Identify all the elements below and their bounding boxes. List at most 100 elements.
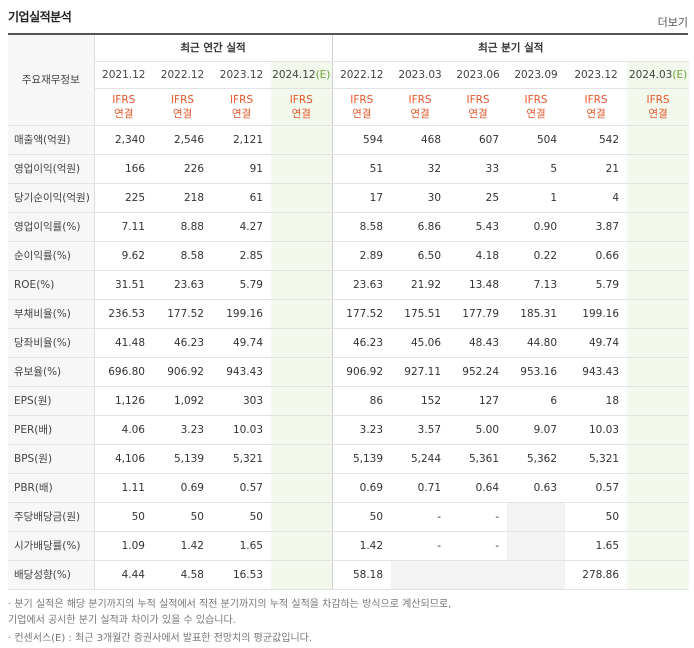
quarter-value-cell: 468 (391, 125, 450, 155)
quarter-value-cell: 30 (391, 183, 450, 213)
quarter-value-cell: 1.65 (565, 531, 628, 561)
basis-scope: 연결 (172, 108, 193, 120)
basis-scope: 연결 (231, 108, 252, 120)
basis-scope: 연결 (352, 108, 372, 120)
annual-value-cell: 91 (212, 154, 271, 184)
quarter-value-cell: 607 (449, 125, 508, 155)
quarter-value-cell: 17 (332, 183, 392, 213)
annual-value-cell: 9.62 (94, 241, 153, 271)
quarter-value-cell: 952.24 (449, 357, 508, 387)
annual-period-header: 2021.12 (94, 61, 153, 89)
period-header-row: 2021.12 2022.12 2023.12 2024.12(E) 2022.12 20… (8, 61, 690, 89)
quarter-value-cell (507, 560, 566, 590)
quarter-period-header: 2023.03 (391, 61, 450, 89)
basis-scope: 연결 (114, 108, 134, 120)
basis-scope: 연결 (526, 108, 546, 120)
annual-value-cell: 61 (212, 183, 271, 213)
annual-value-cell: 696.80 (94, 357, 153, 387)
annual-value-cell: 177.52 (153, 299, 212, 329)
quarter-value-cell: 13.48 (449, 270, 508, 300)
annual-value-cell: 303 (212, 386, 271, 416)
table-row: 시가배당률(%) 1.09 1.42 1.65 1.42- -1.65 (8, 531, 690, 561)
basis-standard: IFRS (524, 94, 548, 106)
basis-scope: 연결 (586, 108, 606, 120)
financial-table: 주요재무정보 최근 연간 실적 최근 분기 실적 2021.12 2022.12 2023… (8, 35, 690, 590)
annual-value-cell: 2,121 (212, 125, 271, 155)
annual-value-cell: 31.51 (94, 270, 153, 300)
basis-header: IFRS 연결 (212, 88, 271, 126)
quarter-value-cell (627, 444, 690, 474)
annual-value-cell (271, 241, 333, 271)
quarter-value-cell: - (449, 531, 508, 561)
basis-standard: IFRS (289, 94, 313, 106)
quarter-value-cell: 33 (449, 154, 508, 184)
table-row: 주당배당금(원) 50 50 50 50- -50 (8, 502, 690, 532)
quarter-value-cell (627, 328, 690, 358)
annual-value-cell (271, 502, 333, 532)
quarter-value-cell: 199.16 (565, 299, 628, 329)
row-label: PBR(배) (8, 473, 95, 503)
note-line-3: · 컨센서스(E) : 최근 3개월간 증권사에서 발표한 전망치의 평균값입니… (8, 633, 313, 644)
row-label: ROE(%) (8, 270, 95, 300)
annual-value-cell: 41.48 (94, 328, 153, 358)
quarter-value-cell: 25 (449, 183, 508, 213)
annual-value-cell: 10.03 (212, 415, 271, 445)
quarter-period-header: 2023.09 (507, 61, 566, 89)
basis-header-row: IFRS 연결 IFRS 연결 IFRS 연결 IFRS 연결 IFRS 연결 IFRS 연결 IFRS… (8, 88, 690, 126)
quarter-value-cell (627, 560, 690, 590)
basis-standard: IFRS (408, 94, 432, 106)
quarter-value-cell: 594 (332, 125, 392, 155)
quarter-value-cell (627, 125, 690, 155)
section-title: 기업실적분석 (8, 10, 72, 24)
row-label: BPS(원) (8, 444, 95, 474)
annual-value-cell: 46.23 (153, 328, 212, 358)
quarter-value-cell: 44.80 (507, 328, 566, 358)
quarter-value-cell: 50 (565, 502, 628, 532)
basis-header: IFRS 연결 (94, 88, 153, 126)
annual-value-cell (271, 299, 333, 329)
quarter-value-cell: 504 (507, 125, 566, 155)
quarter-value-cell (507, 502, 566, 532)
annual-value-cell: 1.09 (94, 531, 153, 561)
header-divider (8, 33, 688, 35)
annual-value-cell: 4.06 (94, 415, 153, 445)
basis-header: IFRS 연결 (271, 88, 333, 126)
quarter-value-cell: 278.86 (565, 560, 628, 590)
row-label: 시가배당률(%) (8, 531, 95, 561)
annual-value-cell: 166 (94, 154, 153, 184)
more-link[interactable]: 더보기 (657, 16, 688, 29)
quarter-value-cell: 177.52 (332, 299, 392, 329)
quarter-value-cell: 6 (507, 386, 566, 416)
quarter-value-cell: 0.90 (507, 212, 566, 242)
basis-standard: IFRS (350, 94, 374, 106)
annual-value-cell (271, 415, 333, 445)
quarter-value-cell: 9.07 (507, 415, 566, 445)
annual-period-header: 2023.12 (212, 61, 271, 89)
annual-value-cell: 943.43 (212, 357, 271, 387)
quarter-value-cell: 4 (565, 183, 628, 213)
quarter-value-cell: 6.86 (391, 212, 450, 242)
quarter-value-cell: 32 (391, 154, 450, 184)
annual-value-cell (271, 212, 333, 242)
quarter-value-cell (627, 154, 690, 184)
annual-value-cell: 16.53 (212, 560, 271, 590)
quarter-value-cell: 1 (507, 183, 566, 213)
quarter-value-cell: 0.71 (391, 473, 450, 503)
quarter-value-cell: 5,361 (449, 444, 508, 474)
row-label: 부채비율(%) (8, 299, 95, 329)
basis-scope: 연결 (468, 108, 488, 120)
quarter-value-cell: 23.63 (332, 270, 392, 300)
annual-value-cell: 5,139 (153, 444, 212, 474)
annual-value-cell: 4,106 (94, 444, 153, 474)
basis-standard: IFRS (112, 94, 136, 106)
quarter-value-cell (391, 560, 450, 590)
row-label: 주당배당금(원) (8, 502, 95, 532)
annual-value-cell (271, 328, 333, 358)
table-row: 당기순이익(억원) 225 218 61 17 30 25 1 4 (8, 183, 690, 213)
quarter-value-cell: 0.22 (507, 241, 566, 271)
annual-value-cell (271, 444, 333, 474)
annual-value-cell: 218 (153, 183, 212, 213)
annual-value-cell (271, 125, 333, 155)
quarter-value-cell: 86 (332, 386, 392, 416)
annual-value-cell: 226 (153, 154, 212, 184)
